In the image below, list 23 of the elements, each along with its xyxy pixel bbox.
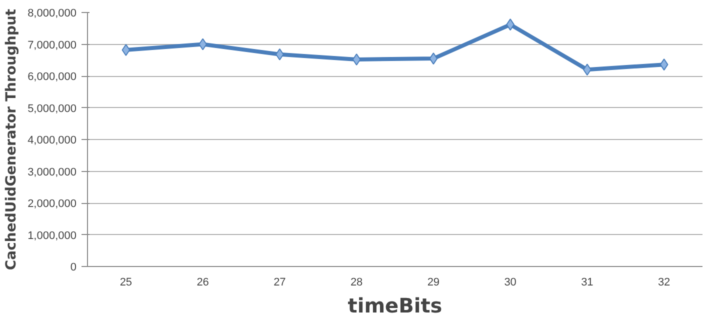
y-tick-label: 1,000,000 [28, 230, 76, 242]
x-tick-label: 30 [504, 276, 516, 288]
y-tick-label: 7,000,000 [28, 39, 76, 52]
point [660, 58, 668, 71]
y-axis-title: CachedUidGenerator Throughput [4, 8, 20, 270]
x-tick-label: 28 [350, 276, 363, 288]
y-tick-label: 4,000,000 [28, 134, 76, 146]
x-tick-label: 32 [658, 276, 670, 288]
y-tick-label: 5,000,000 [28, 102, 76, 115]
point [352, 53, 361, 66]
point [122, 44, 130, 56]
x-tick-label: 31 [581, 276, 594, 288]
y-tick-label: 6,000,000 [28, 71, 76, 83]
y-tick-label: 2,000,000 [28, 198, 76, 210]
point [429, 52, 438, 65]
x-axis-title: timeBits [348, 294, 442, 318]
y-tick-label: 8,000,000 [28, 8, 76, 20]
y-tick-label: 3,000,000 [28, 166, 76, 178]
x-tick-label: 25 [120, 276, 132, 288]
x-tick-label: 26 [196, 276, 209, 288]
y-tick-label: 0 [70, 262, 77, 274]
x-tick-label: 27 [274, 276, 286, 288]
x-tick-label: 29 [427, 276, 440, 288]
